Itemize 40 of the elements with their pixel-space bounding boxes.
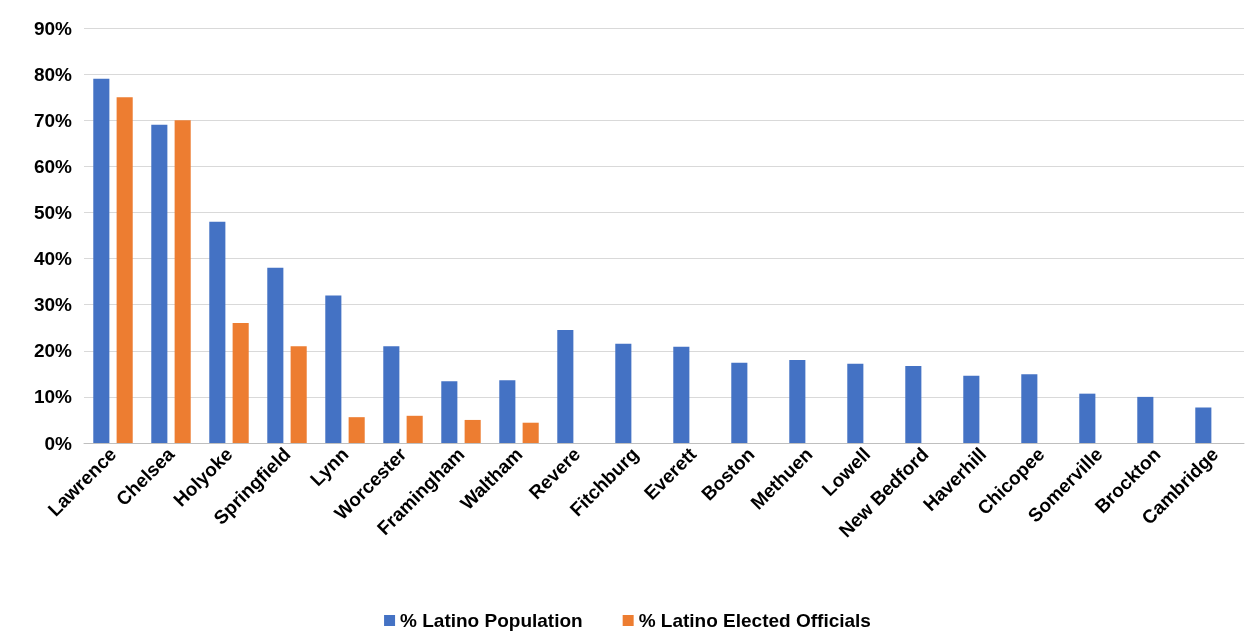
bar [267, 267, 284, 443]
bar [615, 343, 632, 443]
y-tick-label: 30% [33, 294, 73, 316]
y-tick-label: 50% [33, 201, 73, 223]
y-tick-label: 10% [33, 386, 73, 408]
bar [383, 346, 400, 443]
y-tick-label: 60% [33, 155, 73, 177]
bar [406, 415, 423, 443]
bar [673, 346, 690, 443]
bar [557, 330, 574, 443]
bar [151, 124, 168, 443]
bar [789, 360, 806, 443]
y-tick-label: 80% [33, 63, 73, 85]
bar [847, 363, 864, 443]
legend-label: % Latino Population [400, 610, 583, 631]
bar [499, 380, 516, 443]
legend-label: % Latino Elected Officials [638, 610, 871, 631]
bar [1137, 396, 1154, 443]
bar [232, 323, 249, 443]
bar [731, 362, 748, 443]
bar [905, 365, 922, 443]
bar [116, 97, 133, 443]
bar [174, 120, 191, 443]
bar [441, 381, 458, 443]
bar [464, 419, 481, 443]
y-tick-label: 40% [33, 248, 73, 270]
bar [1021, 374, 1038, 443]
bar [325, 295, 342, 443]
y-tick-label: 0% [44, 432, 73, 454]
bar [209, 221, 226, 443]
bar [963, 375, 980, 443]
bar [348, 417, 365, 443]
y-tick-label: 20% [33, 340, 73, 362]
bar [1195, 407, 1212, 443]
bar [522, 422, 539, 443]
bar [1079, 393, 1096, 443]
y-tick-label: 70% [33, 109, 73, 131]
bar [290, 346, 307, 443]
bar [93, 78, 110, 443]
y-tick-label: 90% [33, 17, 73, 39]
